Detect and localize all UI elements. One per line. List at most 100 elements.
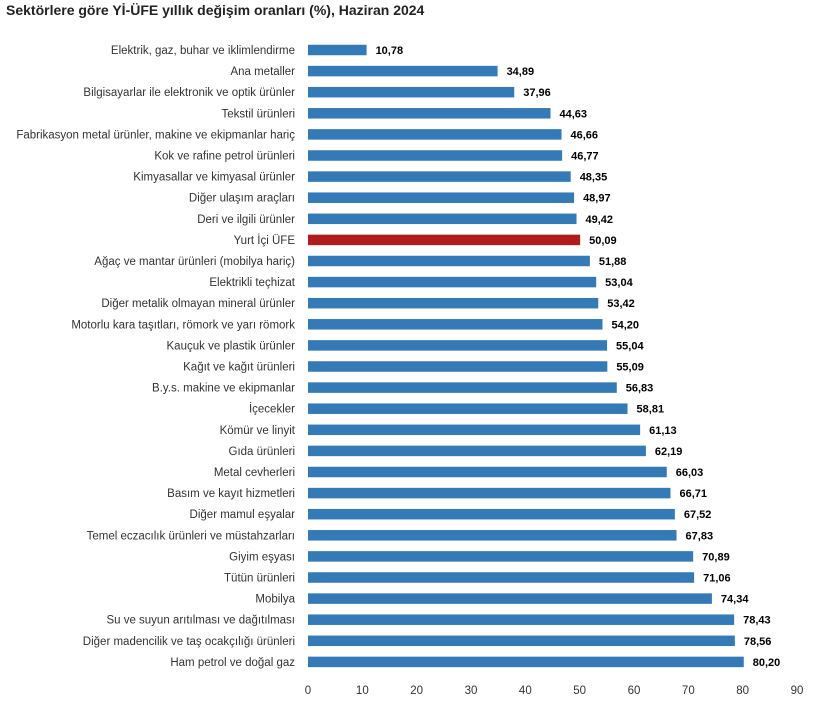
category-label: Kok ve rafine petrol ürünleri (154, 151, 295, 163)
category-label: Fabrikasyon metal ürünler, makine ve eki… (16, 129, 295, 141)
category-label: Diğer metalik olmayan mineral ürünler (101, 298, 295, 310)
bar (308, 572, 695, 583)
data-label: 51,88 (599, 256, 627, 268)
x-tick-label: 90 (791, 685, 804, 697)
bar (308, 86, 515, 98)
data-label: 62,19 (655, 446, 683, 458)
data-label: 58,81 (637, 404, 665, 416)
chart-title: Sektörlere göre Yİ-ÜFE yıllık değişim or… (6, 2, 425, 18)
x-tick-label: 30 (465, 685, 478, 697)
category-label: Ağaç ve mantar ürünleri (mobilya hariç) (94, 256, 295, 268)
x-tick-label: 20 (410, 685, 423, 697)
bar (308, 593, 712, 604)
bar (308, 403, 628, 414)
category-label: Motorlu kara taşıtları, römork ve yarı r… (71, 319, 295, 331)
data-label: 37,96 (523, 87, 551, 99)
bar (308, 614, 735, 625)
category-label: Elektrik, gaz, buhar ve iklimlendirme (111, 45, 295, 57)
data-label: 44,63 (559, 108, 587, 120)
category-label: İçecekler (249, 403, 295, 416)
data-label: 66,71 (679, 488, 707, 500)
category-label: Kağıt ve kağıt ürünleri (183, 362, 295, 374)
data-label: 67,83 (686, 530, 714, 542)
bar (308, 656, 744, 668)
data-label: 53,04 (605, 277, 633, 289)
bar (308, 213, 577, 225)
data-label: 53,42 (607, 298, 635, 310)
category-label: Tütün ürünleri (224, 573, 295, 585)
category-label: Diğer madencilik ve taş ocakçılığı ürünl… (83, 636, 295, 648)
data-label: 61,13 (649, 425, 677, 437)
bar (308, 466, 667, 478)
category-label: Ana metaller (230, 66, 295, 78)
data-label: 48,97 (583, 193, 611, 205)
data-label: 48,35 (580, 172, 608, 184)
category-label: Elektrikli teçhizat (209, 277, 295, 289)
bar (308, 319, 603, 330)
x-tick-label: 60 (628, 685, 641, 697)
x-tick-label: 70 (682, 685, 695, 697)
highlight-bar (308, 234, 581, 246)
category-label: Giyim eşyası (229, 551, 295, 563)
data-label: 56,83 (626, 383, 654, 395)
category-label: Kimyasallar ve kimyasal ürünler (133, 172, 295, 184)
data-label: 74,34 (721, 594, 749, 606)
bars-layer: Elektrik, gaz, buhar ve iklimlendirme 10,… (16, 44, 781, 669)
bar (308, 424, 641, 436)
data-label: 70,89 (702, 551, 730, 563)
bar (308, 340, 608, 351)
category-label: Ham petrol ve doğal gaz (170, 657, 295, 669)
data-label: 54,20 (611, 319, 639, 331)
category-label: Metal cevherleri (214, 467, 295, 479)
category-label: Kömür ve linyit (220, 425, 296, 437)
category-label: Bilgisayarlar ile elektronik ve optik ür… (83, 87, 295, 99)
bar (308, 129, 562, 140)
category-label: Su ve suyun arıtılması ve dağıtılması (106, 615, 295, 627)
data-label: 55,09 (616, 362, 644, 374)
data-label: 49,42 (586, 214, 614, 226)
data-label: 71,06 (703, 573, 731, 585)
x-tick-label: 10 (356, 685, 369, 697)
bar (308, 551, 694, 562)
data-label: 55,04 (616, 340, 644, 352)
data-label: 78,43 (743, 615, 771, 627)
x-tick-label: 50 (573, 685, 586, 697)
category-label: Tekstil ürünleri (222, 108, 296, 120)
category-label: Deri ve ilgili ürünler (197, 214, 295, 226)
bar (308, 487, 671, 499)
data-label: 80,20 (753, 657, 781, 669)
category-label: Basım ve kayıt hizmetleri (167, 488, 295, 500)
bar (308, 65, 498, 77)
bar (308, 108, 551, 119)
category-label: B.y.s. makine ve ekipmanlar (152, 383, 295, 395)
data-label: 66,03 (676, 467, 704, 479)
category-label: Diğer mamul eşyalar (190, 509, 296, 521)
bar (308, 635, 735, 647)
category-label: Kauçuk ve plastik ürünler (167, 340, 296, 352)
bar (308, 255, 590, 267)
bar (308, 445, 646, 457)
data-label: 67,52 (684, 509, 712, 521)
x-tick-label: 40 (519, 685, 532, 697)
x-tick-label: 0 (305, 685, 311, 697)
data-label: 46,66 (571, 129, 599, 141)
x-axis: 0 10 20 30 40 50 60 70 80 90 (305, 685, 804, 697)
bar (308, 150, 563, 161)
x-tick-label: 80 (736, 685, 749, 697)
bar (308, 361, 608, 372)
data-label: 10,78 (376, 45, 404, 57)
bar (308, 508, 675, 520)
bar (308, 276, 597, 288)
data-label: 46,77 (571, 151, 599, 163)
bar (308, 171, 571, 182)
category-label: Yurt İçi ÜFE (234, 234, 296, 247)
category-label: Mobilya (255, 594, 295, 606)
category-label: Temel eczacılık ürünleri ve müstahzarlar… (87, 530, 295, 542)
data-label: 78,56 (744, 636, 772, 648)
bar (308, 530, 677, 541)
data-label: 34,89 (507, 66, 535, 78)
bar (308, 297, 599, 309)
data-label: 50,09 (589, 235, 617, 247)
